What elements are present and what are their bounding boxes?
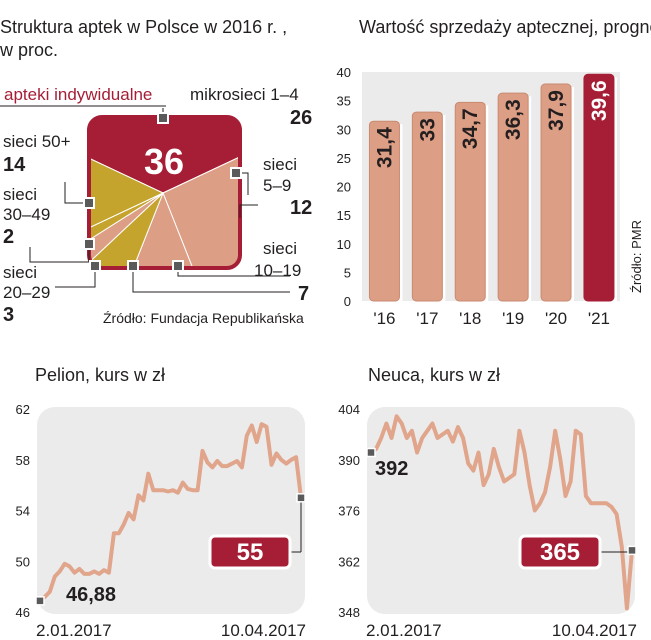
bar-5 — [583, 73, 615, 302]
bar-value-label: 34,7 — [459, 108, 482, 149]
value-sieci-5-9: 12 — [290, 197, 312, 219]
y-tick: 46 — [16, 605, 30, 620]
label-sieci-10-19-a: sieci — [263, 239, 297, 258]
y-tick: 54 — [16, 504, 30, 519]
bar-y-tick: 15 — [337, 208, 351, 223]
label-sieci-30-49-a: sieci — [3, 185, 37, 204]
bar-y-tick: 30 — [337, 122, 351, 137]
pie-center-value: 36 — [144, 141, 184, 182]
bar-3 — [497, 92, 529, 302]
bar-category-label: '17 — [416, 309, 438, 328]
label-indywidualne: apteki indywidualne — [4, 85, 152, 104]
bar-category-label: '21 — [588, 309, 610, 328]
bar-y-tick: 35 — [337, 94, 351, 109]
pie-slice-3 — [89, 192, 164, 268]
value-sieci-30-49: 2 — [3, 226, 14, 248]
y-tick: 62 — [16, 402, 30, 417]
pie-slice-1 — [162, 136, 240, 268]
y-tick: 50 — [16, 554, 30, 569]
price-line — [38, 422, 303, 603]
bar-category-label: '16 — [373, 309, 395, 328]
start-value-label: 46,88 — [66, 584, 116, 606]
bar-4 — [540, 83, 572, 302]
x-start-label: 2.01.2017 — [366, 621, 442, 640]
end-marker — [296, 493, 306, 503]
bar-y-tick: 0 — [344, 294, 351, 309]
bar-layer: 0 5 10 15 20 25 30 35 40 31,4 '16 33 '17 34,7 '18 36,3 '… — [337, 65, 617, 328]
pelion-layer: 46 50 54 58 62 2.01.2017 10.04.2017 46,88 55 — [16, 402, 306, 640]
label-sieci-5-9-a: sieci — [263, 155, 297, 174]
label-sieci-20-29-a: sieci — [3, 263, 37, 282]
bar-title: Wartość sprzedaży aptecznej, prognozy w … — [359, 17, 651, 37]
bar-0 — [368, 120, 400, 302]
bar-value-label: 39,6 — [588, 80, 611, 121]
bar-plot-area — [362, 72, 620, 301]
end-value-badge — [518, 534, 602, 570]
value-sieci-10-19: 7 — [298, 283, 309, 305]
bar-y-tick: 25 — [337, 151, 351, 166]
y-tick: 362 — [338, 554, 360, 569]
pie-panel: Struktura aptek w Polsce w 2016 r. , w p… — [0, 17, 312, 326]
pie-slice-0 — [89, 117, 240, 194]
neuca-panel: Neuca, kurs w zł 348 362 376 390 404 2.01.201… — [338, 365, 637, 640]
pelion-panel: Pelion, kurs w zł 46 50 54 58 62 2.01.2017 10.… — [16, 365, 306, 640]
x-start-label: 2.01.2017 — [36, 621, 112, 640]
bar-value-label: 37,9 — [545, 90, 568, 131]
label-sieci-5-9-b: 5–9 — [263, 176, 291, 195]
bar-source: Źródło: PMR — [629, 220, 644, 293]
neuca-title: Neuca, kurs w zł — [368, 365, 500, 385]
pie-slice-6 — [89, 136, 165, 250]
bar-category-label: '20 — [545, 309, 567, 328]
x-end-label: 10.04.2017 — [221, 621, 306, 640]
pie-subtitle: w proc. — [0, 40, 58, 60]
pie-markers — [83, 112, 242, 272]
pelion-plot-area — [37, 407, 305, 614]
pie-slice-4 — [89, 192, 164, 268]
start-marker — [35, 596, 45, 606]
pie-slice-5 — [89, 192, 164, 264]
pie-slices — [89, 117, 240, 268]
bar-category-label: '19 — [502, 309, 524, 328]
bar-value-label: 36,3 — [502, 99, 525, 140]
y-tick: 390 — [338, 453, 360, 468]
y-tick: 58 — [16, 453, 30, 468]
bar-y-tick: 20 — [337, 180, 351, 195]
label-sieci-10-19-b: 10–19 — [254, 261, 301, 280]
end-value-label: 365 — [540, 539, 580, 566]
neuca-layer: 348 362 376 390 404 2.01.2017 10.04.2017 392 365 — [338, 402, 637, 640]
y-tick: 348 — [338, 605, 360, 620]
bar-y-tick: 10 — [337, 237, 351, 252]
pie-source: Źródło: Fundacja Republikańska — [103, 310, 304, 326]
price-line — [369, 414, 634, 611]
pelion-title: Pelion, kurs w zł — [35, 365, 165, 385]
label-sieci-20-29-b: 20–29 — [3, 283, 50, 302]
end-marker — [627, 545, 637, 556]
start-value-label: 392 — [375, 458, 408, 480]
y-tick: 376 — [338, 504, 360, 519]
bar-value-label: 31,4 — [373, 127, 396, 168]
bar-value-label: 33 — [416, 118, 439, 141]
end-value-label: 55 — [237, 539, 264, 566]
label-sieci-50: sieci 50+ — [3, 132, 71, 151]
y-tick: 404 — [338, 402, 360, 417]
value-sieci-50: 14 — [3, 154, 26, 176]
bar-panel: Wartość sprzedaży aptecznej, prognozy w … — [337, 17, 651, 328]
label-mikrosieci: mikrosieci 1–4 — [190, 85, 299, 104]
bar-category-label: '18 — [459, 309, 481, 328]
bar-y-tick: 5 — [344, 265, 351, 280]
value-mikrosieci: 26 — [290, 107, 312, 129]
value-sieci-20-29: 3 — [3, 304, 14, 326]
start-marker — [366, 447, 376, 458]
label-sieci-30-49-b: 30–49 — [3, 205, 50, 224]
bar-1 — [411, 111, 443, 302]
pie-title: Struktura aptek w Polsce w 2016 r. , — [0, 17, 287, 37]
pie-slice-2 — [114, 191, 212, 268]
bar-y-tick: 40 — [337, 65, 351, 80]
end-value-badge — [208, 534, 292, 570]
x-end-label: 10.04.2017 — [552, 621, 637, 640]
bar-2 — [454, 101, 486, 302]
